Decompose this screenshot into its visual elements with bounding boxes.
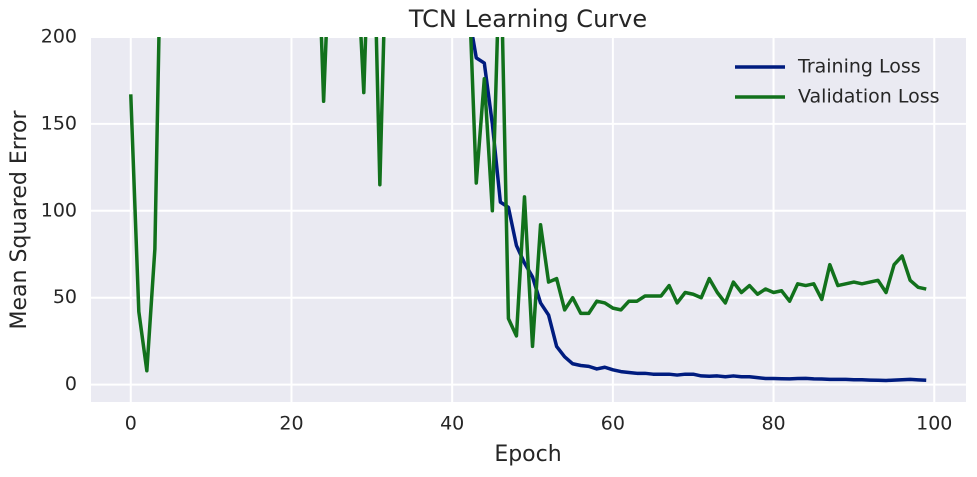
chart-title: TCN Learning Curve: [408, 5, 647, 33]
y-axis-label: Mean Squared Error: [7, 110, 32, 330]
x-tick-label: 40: [440, 413, 464, 435]
x-tick-label: 20: [279, 413, 303, 435]
x-tick-label: 60: [601, 413, 625, 435]
plot-area: [91, 37, 966, 402]
x-tick-label: 0: [125, 413, 137, 435]
legend-label: Validation Loss: [798, 86, 940, 108]
series-line: [129, 37, 927, 373]
x-tick-label: 100: [916, 413, 952, 435]
legend-label: Training Loss: [797, 56, 921, 78]
y-tick-label: 0: [65, 373, 77, 395]
x-tick-label: 80: [761, 413, 785, 435]
y-tick-label: 50: [53, 286, 77, 308]
x-axis-label: Epoch: [494, 442, 561, 467]
y-tick-label: 200: [41, 26, 77, 48]
y-tick-label: 150: [41, 112, 77, 134]
y-tick-label: 100: [41, 199, 77, 221]
